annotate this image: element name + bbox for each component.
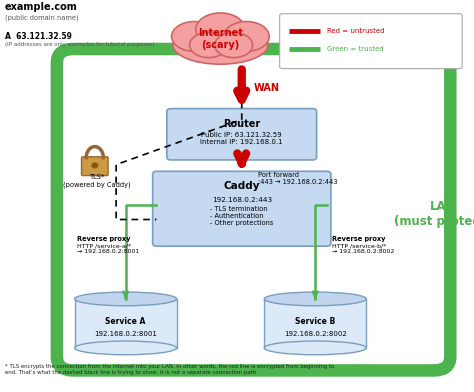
Text: Red = untrusted: Red = untrusted	[327, 27, 384, 34]
Text: A  63.121.32.59: A 63.121.32.59	[5, 32, 72, 41]
Text: WAN: WAN	[254, 83, 280, 93]
Ellipse shape	[172, 22, 217, 51]
Ellipse shape	[264, 292, 366, 306]
Text: Reverse proxy: Reverse proxy	[332, 236, 385, 242]
Ellipse shape	[173, 26, 268, 64]
Text: LAN
(must protecc): LAN (must protecc)	[394, 200, 474, 228]
Circle shape	[91, 163, 98, 168]
Text: (public domain name): (public domain name)	[5, 15, 78, 22]
Text: TLS*
(powered by Caddy): TLS* (powered by Caddy)	[64, 174, 131, 188]
Text: Public IP: 63.121.32.59
Internal IP: 192.168.0.1: Public IP: 63.121.32.59 Internal IP: 192…	[201, 132, 283, 145]
Text: Port forward
:443 → 192.168.0.2:443: Port forward :443 → 192.168.0.2:443	[258, 172, 338, 185]
Ellipse shape	[224, 22, 269, 51]
Text: Reverse proxy: Reverse proxy	[77, 236, 131, 242]
Text: Caddy: Caddy	[223, 181, 260, 192]
Text: - TLS termination
- Authentication
- Other protections: - TLS termination - Authentication - Oth…	[210, 205, 273, 226]
Ellipse shape	[190, 33, 228, 58]
Ellipse shape	[215, 33, 253, 58]
Text: 192.168.0.2:8001: 192.168.0.2:8001	[94, 331, 157, 338]
Ellipse shape	[75, 292, 176, 306]
Ellipse shape	[196, 13, 245, 46]
Text: example.com: example.com	[5, 2, 77, 12]
Text: (IP addresses are only examples for tutorial purposes): (IP addresses are only examples for tuto…	[5, 42, 154, 47]
FancyBboxPatch shape	[280, 14, 462, 69]
FancyBboxPatch shape	[82, 157, 108, 176]
FancyBboxPatch shape	[75, 299, 176, 348]
Text: Service B: Service B	[295, 317, 335, 326]
Text: Router: Router	[223, 119, 260, 129]
Text: Green = trusted: Green = trusted	[327, 46, 383, 52]
Text: Service A: Service A	[105, 317, 146, 326]
Text: Internet
(scary): Internet (scary)	[198, 28, 243, 50]
Text: HTTP /service-b/*
→ 192.168.0.2:8002: HTTP /service-b/* → 192.168.0.2:8002	[332, 243, 394, 254]
Text: 192.168.0.2:8002: 192.168.0.2:8002	[284, 331, 346, 338]
Ellipse shape	[75, 341, 176, 355]
FancyBboxPatch shape	[153, 171, 331, 246]
Text: * TLS encrypts the connection from the Internet into your LAN. In other words, t: * TLS encrypts the connection from the I…	[5, 364, 334, 375]
FancyBboxPatch shape	[57, 49, 450, 370]
FancyBboxPatch shape	[264, 299, 366, 348]
Text: HTTP /service-a/*
→ 192.168.0.2:8001: HTTP /service-a/* → 192.168.0.2:8001	[77, 243, 139, 254]
FancyBboxPatch shape	[167, 109, 317, 160]
Ellipse shape	[264, 341, 366, 355]
Text: 192.168.0.2:443: 192.168.0.2:443	[212, 197, 272, 203]
